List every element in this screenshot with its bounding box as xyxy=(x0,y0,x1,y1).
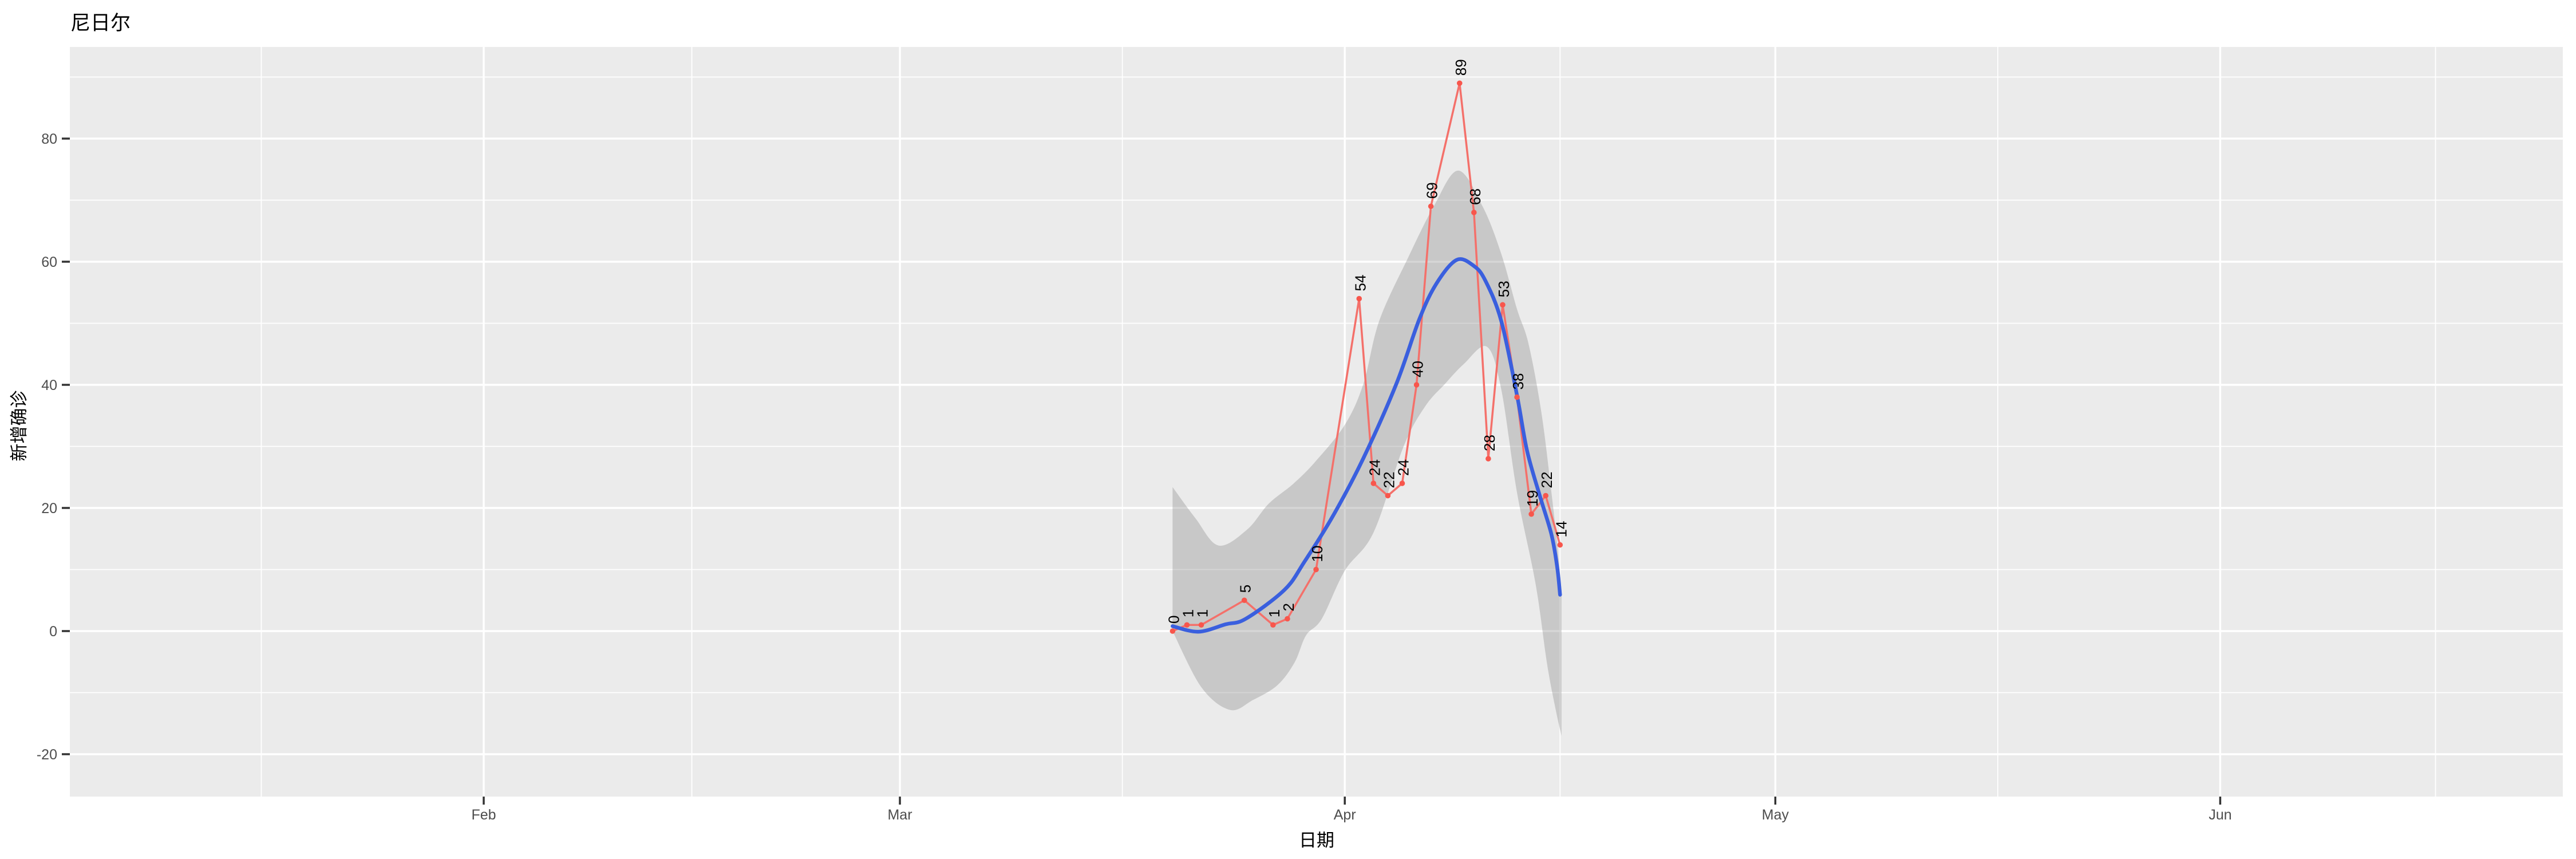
x-tick-label: Jun xyxy=(2208,807,2231,823)
data-point xyxy=(1184,622,1190,628)
y-tick-label: 60 xyxy=(41,254,57,270)
x-axis-title: 日期 xyxy=(1299,830,1334,850)
data-point xyxy=(1413,382,1420,388)
data-point-label: 24 xyxy=(1366,459,1383,476)
y-tick-label: 40 xyxy=(41,377,57,393)
y-tick-label: 0 xyxy=(49,624,57,640)
x-tick-label: May xyxy=(1762,807,1789,823)
data-point xyxy=(1399,480,1405,486)
data-point-label: 53 xyxy=(1495,281,1512,297)
data-point-label: 40 xyxy=(1409,361,1427,377)
data-point xyxy=(1385,492,1391,499)
data-point-label: 14 xyxy=(1552,521,1570,538)
y-tick-label: 20 xyxy=(41,501,57,517)
data-point xyxy=(1428,203,1434,210)
data-point-label: 89 xyxy=(1452,59,1469,76)
y-tick-label: 80 xyxy=(41,131,57,147)
data-point xyxy=(1514,394,1520,400)
plot-title: 尼日尔 xyxy=(70,12,131,34)
data-point xyxy=(1557,542,1563,548)
data-point-label: 22 xyxy=(1538,472,1555,488)
data-point xyxy=(1285,616,1290,622)
data-point xyxy=(1198,622,1204,628)
data-point-label: 38 xyxy=(1510,373,1527,390)
data-point-label: 68 xyxy=(1467,188,1484,205)
data-point-label: 28 xyxy=(1481,435,1498,451)
x-tick-label: Feb xyxy=(471,807,496,823)
data-point xyxy=(1485,456,1491,462)
data-point-label: 10 xyxy=(1309,546,1326,562)
x-tick-label: Mar xyxy=(887,807,912,823)
data-point xyxy=(1471,210,1477,215)
data-point xyxy=(1270,622,1276,628)
data-point xyxy=(1500,302,1506,308)
data-point xyxy=(1370,480,1377,486)
data-point-label: 54 xyxy=(1352,275,1369,291)
x-tick-label: Apr xyxy=(1334,807,1356,823)
data-point xyxy=(1241,597,1247,604)
data-point xyxy=(1170,628,1176,634)
data-point-label: 1 xyxy=(1266,609,1283,617)
data-point-label: 22 xyxy=(1380,472,1397,488)
data-point xyxy=(1528,511,1534,517)
data-point xyxy=(1356,295,1362,302)
data-point xyxy=(1543,492,1548,499)
data-point-label: 0 xyxy=(1165,616,1182,624)
loess-smooth-line xyxy=(1171,257,1562,634)
data-point-label: 19 xyxy=(1524,490,1541,507)
plot-panel xyxy=(70,47,2563,797)
data-point-label: 24 xyxy=(1394,459,1412,476)
data-point-label: 1 xyxy=(1179,609,1196,617)
data-point-label: 1 xyxy=(1194,609,1211,617)
data-point-label: 69 xyxy=(1424,182,1441,199)
y-axis-title: 新增确诊 xyxy=(9,390,29,462)
data-point-label: 2 xyxy=(1280,603,1297,611)
data-point-label: 5 xyxy=(1237,585,1254,593)
y-tick-label: -20 xyxy=(37,747,57,763)
data-point xyxy=(1313,566,1319,573)
data-point xyxy=(1456,80,1463,86)
